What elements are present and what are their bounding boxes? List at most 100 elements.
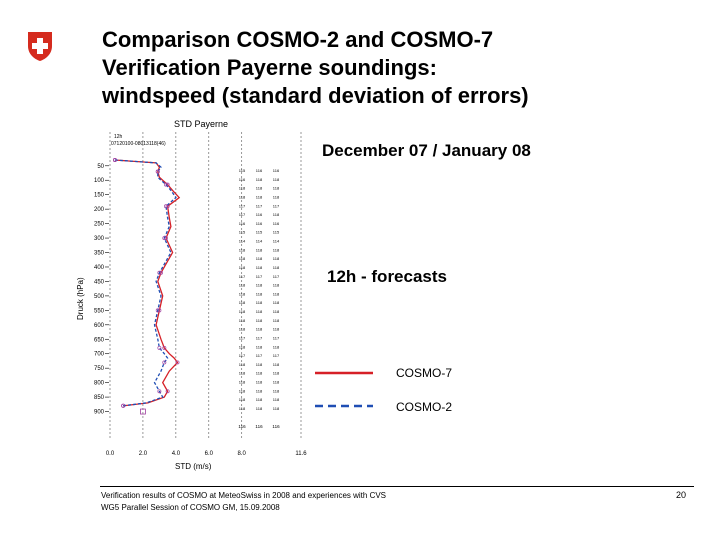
- grid-lines: [109, 132, 302, 440]
- y-axis-label: Druck (hPa): [76, 277, 85, 320]
- count-col1-row24: 118: [256, 380, 263, 385]
- forecast-label: 12h - forecasts: [327, 267, 447, 286]
- count-col0-row9: 118: [239, 247, 246, 252]
- y-tick-label-16: 850: [94, 395, 105, 401]
- series-point-0-24: [175, 360, 180, 365]
- count-col1-row18: 118: [256, 327, 263, 332]
- count-col2-row24: 118: [273, 380, 280, 385]
- count-col0-row5: 117: [239, 212, 246, 217]
- count-col1-row5: 116: [256, 212, 263, 217]
- chart-title: STD Payerne: [174, 119, 228, 129]
- count-col1-row1: 118: [256, 177, 263, 182]
- y-tick-label-3: 200: [94, 207, 105, 213]
- y-tick-label-15: 800: [94, 381, 105, 387]
- count-col0-row12: 117: [239, 274, 246, 279]
- title-line-2: Verification Payerne soundings:: [102, 55, 437, 80]
- series-point-1-12: [162, 236, 167, 241]
- x-tick-label-5: 11.6: [295, 451, 307, 457]
- count-col0-row15: 118: [239, 300, 246, 305]
- y-tick-label-8: 450: [94, 279, 105, 285]
- count-col0-row13: 118: [239, 283, 246, 288]
- series-point-0-21: [162, 345, 167, 350]
- count-col2-row6: 116: [273, 221, 280, 226]
- y-tick-label-13: 700: [94, 352, 105, 358]
- count-col1-row10: 118: [256, 256, 263, 261]
- count-col0-row10: 118: [239, 256, 246, 261]
- count-col1-row17: 118: [256, 318, 263, 323]
- count-col2-row1: 118: [273, 177, 280, 182]
- count-col1-row15: 118: [256, 300, 263, 305]
- count-col1-row14: 118: [256, 291, 263, 296]
- count-col2-row22: 118: [273, 362, 280, 367]
- count-col2-row25: 118: [273, 388, 280, 393]
- count-col0-row25: 118: [239, 388, 246, 393]
- series-point-1-0: [112, 158, 117, 162]
- page-number: 20: [676, 490, 687, 500]
- x-tick-label-1: 2.0: [139, 451, 148, 457]
- count-col1-row19: 117: [256, 335, 263, 340]
- count-col2-row7: 115: [273, 230, 280, 235]
- count-col0-row14: 118: [239, 291, 246, 296]
- count-col0-row27: 118: [239, 406, 246, 411]
- count-col2-row12: 117: [273, 274, 280, 279]
- y-tick-label-11: 600: [94, 323, 105, 329]
- count-col2-row16: 118: [273, 309, 280, 314]
- count-col0-row16: 118: [239, 309, 246, 314]
- count-col2-row19: 117: [273, 335, 280, 340]
- count-col0-row1: 116: [239, 177, 246, 182]
- count-col1-row2: 118: [256, 186, 263, 191]
- count-col1-row21: 117: [256, 353, 263, 358]
- count-col2-row0: 116: [273, 168, 280, 173]
- y-tick-label-1: 100: [94, 178, 105, 184]
- footer-line-1: Verification results of COSMO at MeteoSw…: [101, 491, 387, 500]
- title-line-3: windspeed (standard deviation of errors): [102, 83, 529, 108]
- count-col0-row4: 117: [239, 203, 246, 208]
- count-col1-row20: 118: [256, 344, 263, 349]
- series-point-1-6: [164, 182, 168, 187]
- count-col1-row7: 115: [256, 230, 263, 235]
- series-point-1-9: [164, 204, 168, 209]
- count-col1-row3: 118: [256, 194, 263, 199]
- series-lines: [112, 158, 181, 415]
- y-ticks: 50 100 150 200 250 300 350 400 450 500 550 600 650 70…: [94, 164, 109, 416]
- y-tick-label-14: 750: [94, 366, 105, 372]
- count-col1-row0: 116: [256, 168, 263, 173]
- x-tick-label-3: 6.0: [205, 451, 214, 457]
- series-point-1-30: [121, 403, 126, 408]
- count-col0-row6: 116: [239, 221, 246, 226]
- count-col1-row9: 118: [256, 247, 263, 252]
- bottom-count-2: 116: [272, 424, 280, 429]
- count-col1-row26: 118: [256, 397, 263, 402]
- count-col0-row3: 118: [239, 194, 246, 199]
- count-col0-row23: 118: [239, 371, 246, 376]
- count-col0-row18: 118: [239, 327, 246, 332]
- period-label: December 07 / January 08: [322, 141, 531, 160]
- legend-label-cosmo-7: COSMO-7: [396, 366, 453, 380]
- series-line-cosmo-7: [114, 159, 181, 407]
- y-tick-label-17: 900: [94, 410, 105, 416]
- count-col1-row22: 118: [256, 362, 263, 367]
- chart-header-lead-time: 12h: [114, 134, 123, 140]
- series-line-cosmo-2: [114, 159, 177, 407]
- count-col1-row6: 116: [256, 221, 263, 226]
- count-col0-row26: 118: [239, 397, 246, 402]
- footer-divider: [100, 486, 694, 487]
- chart-legend: [315, 371, 373, 408]
- count-col1-row25: 118: [256, 388, 263, 393]
- count-col0-row24: 118: [239, 380, 246, 385]
- bottom-marker: [140, 408, 146, 415]
- slide-title: Comparison COSMO-2 and COSMO-7 Verificat…: [102, 26, 662, 110]
- count-col1-row13: 118: [256, 283, 263, 288]
- std-profile-chart: STD Payerne 12h 07120100-08013118(46) Dr…: [76, 119, 373, 471]
- count-col2-row5: 118: [273, 212, 280, 217]
- y-tick-label-4: 250: [94, 222, 105, 228]
- count-col2-row15: 118: [273, 300, 280, 305]
- y-tick-label-7: 400: [94, 265, 105, 271]
- x-tick-label-0: 0.0: [106, 451, 115, 457]
- count-col2-row18: 118: [273, 327, 280, 332]
- series-point-1-15: [157, 270, 162, 275]
- count-col2-row10: 118: [273, 256, 280, 261]
- point-counts: 115 116 118 118 117 117 116 115 114 118 118 118 117 1…: [238, 168, 280, 429]
- series-point-1-27: [157, 389, 162, 394]
- x-ticks: 0.0 2.0 4.0 6.0 8.0 11.6: [106, 451, 307, 457]
